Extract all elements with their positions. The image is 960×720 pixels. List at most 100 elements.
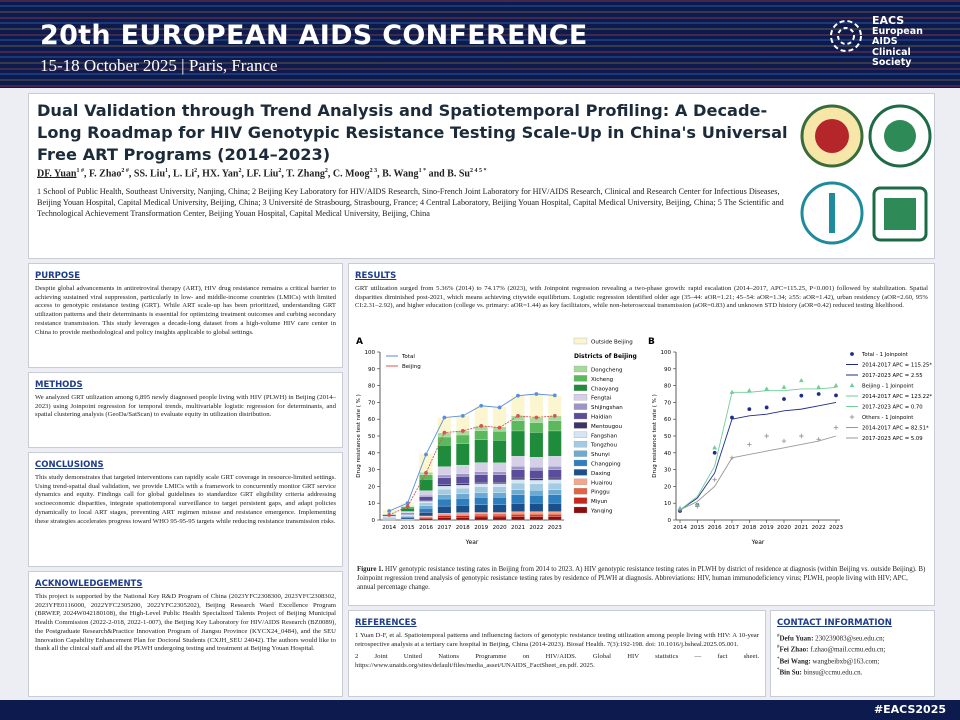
bar-segment bbox=[437, 466, 452, 476]
bar-segment bbox=[456, 485, 470, 489]
data-point bbox=[834, 393, 838, 398]
data-point bbox=[764, 405, 769, 410]
contact-name: Bei Wang: bbox=[779, 656, 811, 665]
legend-label: Fengtai bbox=[591, 396, 612, 402]
bar-segment bbox=[419, 495, 433, 497]
section-text: Despite global advancements in antiretro… bbox=[35, 285, 336, 336]
bar-segment bbox=[529, 503, 544, 512]
bar-segment bbox=[456, 514, 470, 516]
x-tick-label: 2015 bbox=[401, 525, 415, 531]
bar-segment bbox=[437, 474, 452, 478]
x-tick-label: 2023 bbox=[548, 525, 562, 531]
author-name: , HX. Yan bbox=[197, 168, 239, 180]
bar-segment bbox=[456, 505, 470, 513]
y-tick-label: 0 bbox=[372, 518, 376, 524]
y-tick-label: 70 bbox=[664, 400, 671, 406]
x-tick-label: 2014 bbox=[673, 525, 687, 531]
bar-segment bbox=[548, 430, 562, 457]
caption-label: Figure 1. bbox=[357, 566, 384, 573]
legend-swatch bbox=[573, 497, 588, 504]
hashtag: #EACS2025 bbox=[873, 703, 946, 716]
bar-segment bbox=[529, 516, 544, 521]
bar-segment bbox=[419, 490, 433, 496]
panel-label: B bbox=[648, 337, 655, 347]
data-point bbox=[799, 393, 804, 398]
org-line: Clinical bbox=[872, 46, 911, 58]
trend-line bbox=[679, 419, 733, 511]
legend-label: Miyun bbox=[591, 499, 608, 505]
affiliations: 1 School of Public Health, Southeast Uni… bbox=[37, 187, 784, 218]
chart-a: A 0 10 20 30 40 50 60 70 80 90 100 Year Drug resistan… bbox=[356, 337, 637, 546]
data-point bbox=[833, 383, 839, 388]
caption-text: HIV genotypic resistance testing rates i… bbox=[357, 566, 926, 591]
trend-line bbox=[679, 392, 733, 511]
author-name: , F. Zhao bbox=[83, 168, 122, 180]
contact-name: Defu Yuan: bbox=[779, 634, 814, 643]
data-point bbox=[552, 393, 557, 398]
author-affiliation: 2 # bbox=[121, 168, 129, 174]
data-point bbox=[781, 438, 787, 444]
data-point bbox=[712, 477, 717, 482]
bar-segment bbox=[511, 489, 525, 495]
org-name: EACS European AIDS Clinical Society bbox=[872, 15, 923, 69]
bar-segment bbox=[529, 480, 544, 484]
author-name: , C. Moog bbox=[327, 168, 370, 180]
conclusions-section: CONCLUSIONS This study demonstrates that… bbox=[28, 452, 343, 567]
legend-label: 2017-2023 APC = 2.55 bbox=[862, 373, 923, 379]
y-tick-label: 50 bbox=[664, 434, 671, 440]
bar-segment bbox=[548, 503, 562, 512]
legend-label: Dongcheng bbox=[591, 368, 622, 374]
y-tick-label: 90 bbox=[368, 367, 375, 373]
trend-line bbox=[389, 415, 555, 516]
bar-segment bbox=[437, 514, 452, 516]
bar-segment bbox=[548, 469, 562, 479]
legend-swatch bbox=[573, 450, 588, 457]
bar-segment bbox=[400, 515, 415, 517]
x-tick-label: 2020 bbox=[493, 525, 507, 531]
bar-segment bbox=[474, 483, 488, 487]
legend-swatch bbox=[573, 365, 588, 373]
bar-segment bbox=[492, 504, 507, 513]
logos bbox=[800, 104, 932, 245]
bar-segment bbox=[437, 505, 452, 514]
bar-segment bbox=[400, 511, 415, 513]
legend-label: Mentougou bbox=[591, 424, 622, 430]
bar-segment bbox=[529, 457, 544, 468]
legend-label: Shunyi bbox=[591, 452, 610, 458]
bar-segment bbox=[511, 466, 525, 470]
bar-segment bbox=[529, 483, 544, 491]
bar-segment bbox=[419, 501, 433, 503]
data-point bbox=[479, 403, 484, 408]
bar-segment bbox=[548, 456, 562, 467]
contact-row: #Fei Zhao: f.zhao@mail.ccmu.edu.cn; bbox=[777, 643, 928, 654]
bar-segment bbox=[511, 479, 525, 484]
contact-name: Fei Zhao: bbox=[779, 645, 809, 654]
bar-segment bbox=[437, 488, 452, 495]
bar-segment bbox=[529, 432, 544, 458]
legend-swatch bbox=[573, 337, 588, 345]
legend-label: 2014-2017 APC = 82.51* bbox=[862, 426, 929, 432]
panel-label: A bbox=[356, 337, 363, 347]
bar-segment bbox=[437, 436, 452, 446]
bar-segment bbox=[529, 490, 544, 496]
bar-segment bbox=[456, 476, 470, 484]
bar-segment bbox=[548, 395, 562, 416]
bar-segment bbox=[474, 515, 488, 518]
data-point bbox=[516, 393, 520, 398]
legend-swatch bbox=[573, 422, 588, 429]
contact-section: CONTACT INFORMATION #Defu Yuan: 23023908… bbox=[770, 610, 935, 697]
trend-line bbox=[732, 386, 837, 393]
purpose-section: PURPOSE Despite global advancements in a… bbox=[28, 263, 343, 368]
legend-label: Chaoyang bbox=[591, 386, 619, 392]
y-tick-label: 10 bbox=[368, 501, 375, 507]
bar-segment bbox=[529, 466, 544, 471]
bar-segment bbox=[548, 477, 562, 480]
bar-segment bbox=[456, 464, 470, 474]
y-tick-label: 20 bbox=[664, 484, 671, 490]
bar-segment bbox=[474, 492, 488, 498]
bar-segment bbox=[511, 420, 525, 432]
legend-swatch bbox=[573, 469, 588, 476]
data-point bbox=[729, 389, 735, 394]
bar-segment bbox=[474, 497, 488, 505]
author-affiliation: 2 bbox=[238, 168, 242, 174]
